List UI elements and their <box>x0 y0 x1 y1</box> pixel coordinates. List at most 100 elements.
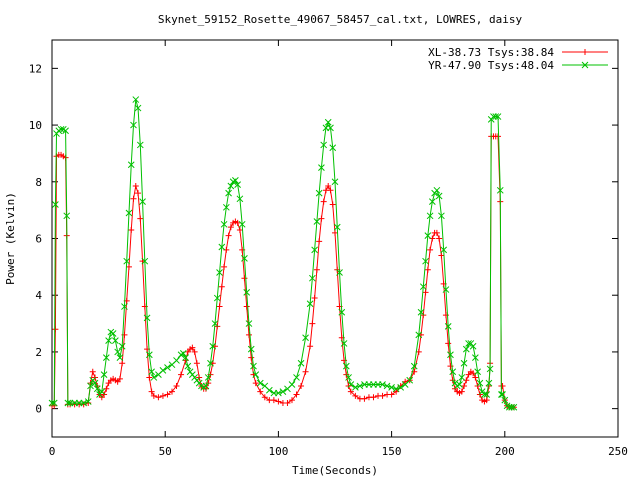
data-point <box>449 368 457 376</box>
data-point <box>236 226 243 233</box>
data-point <box>306 300 314 308</box>
data-point <box>221 263 228 270</box>
data-point <box>227 224 234 231</box>
data-point <box>313 266 320 273</box>
data-point <box>52 201 59 208</box>
data-point <box>112 337 119 344</box>
data-point <box>225 232 232 239</box>
data-point <box>426 212 434 220</box>
data-point <box>243 303 250 310</box>
data-point <box>352 384 359 391</box>
data-point <box>135 190 142 197</box>
data-point <box>241 275 248 282</box>
data-point <box>445 340 452 347</box>
data-point <box>87 382 94 390</box>
data-point <box>218 283 225 290</box>
data-point <box>462 345 470 353</box>
data-point <box>288 381 296 388</box>
data-point <box>91 379 99 387</box>
data-point <box>329 144 337 152</box>
data-point <box>275 389 282 397</box>
data-point <box>288 397 295 404</box>
data-point <box>80 399 88 407</box>
data-point <box>406 376 414 384</box>
data-point <box>155 394 162 401</box>
data-point <box>340 340 348 347</box>
data-point <box>302 334 309 342</box>
data-point <box>116 354 124 361</box>
data-point <box>252 380 259 387</box>
data-point <box>438 252 445 259</box>
data-point <box>234 219 241 226</box>
data-point <box>325 183 332 190</box>
data-point <box>424 266 431 273</box>
data-point <box>143 314 151 322</box>
chart-title: Skynet_59152_Rosette_49067_58457_cal.txt… <box>158 13 523 26</box>
series-2 <box>48 96 518 411</box>
data-point <box>307 343 314 350</box>
data-point <box>342 362 350 370</box>
data-point <box>243 289 251 296</box>
data-point <box>62 127 69 135</box>
data-point <box>483 397 490 404</box>
data-point <box>361 395 368 402</box>
data-point <box>141 257 149 265</box>
data-point <box>465 340 472 347</box>
data-point <box>132 183 139 190</box>
data-point <box>293 374 300 381</box>
data-point <box>316 238 323 245</box>
data-point <box>119 360 126 367</box>
data-point <box>393 388 400 395</box>
data-point <box>481 391 488 398</box>
data-point <box>146 374 153 381</box>
data-point <box>270 397 277 404</box>
data-point <box>415 331 423 339</box>
data-point <box>313 218 321 225</box>
data-point <box>245 331 252 338</box>
data-point <box>442 286 450 293</box>
data-point <box>347 388 354 395</box>
data-point <box>265 386 273 394</box>
data-point <box>145 351 153 359</box>
legend-marker <box>582 49 588 55</box>
data-point <box>168 388 175 395</box>
data-point <box>132 96 140 103</box>
data-point <box>438 212 445 220</box>
data-point <box>474 368 481 376</box>
data-point <box>419 283 427 291</box>
data-point <box>494 113 502 120</box>
x-tick-label: 200 <box>495 445 515 458</box>
data-point <box>64 399 72 407</box>
data-point <box>492 113 500 120</box>
data-point <box>134 104 142 112</box>
data-point <box>279 388 287 395</box>
data-point <box>179 349 187 357</box>
data-point <box>50 399 58 407</box>
data-point <box>234 181 242 188</box>
data-point <box>114 348 122 356</box>
data-point <box>222 203 230 211</box>
data-point <box>440 246 448 254</box>
data-point <box>125 209 133 217</box>
data-point <box>397 384 405 391</box>
data-point <box>84 398 92 405</box>
data-point <box>510 403 518 411</box>
data-point <box>105 337 112 344</box>
y-tick-label: 12 <box>29 62 42 75</box>
data-point <box>227 182 235 190</box>
data-point <box>433 186 441 194</box>
y-axis-label: Power (Kelvin) <box>4 192 17 285</box>
data-point <box>444 323 452 330</box>
data-point <box>499 391 506 398</box>
data-point <box>293 391 300 398</box>
data-point <box>302 368 309 375</box>
data-point <box>356 382 364 390</box>
data-point <box>422 257 429 265</box>
data-point <box>486 365 494 373</box>
data-point <box>204 374 212 381</box>
data-point <box>63 212 71 220</box>
legend-label: XL-38.73 Tsys:38.84 <box>428 46 554 59</box>
data-point <box>247 345 255 353</box>
data-point <box>245 320 253 327</box>
data-point <box>220 220 228 228</box>
